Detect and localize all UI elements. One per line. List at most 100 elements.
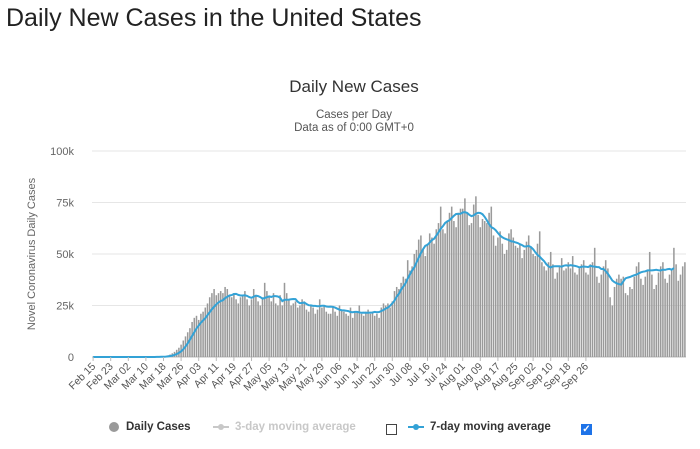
bar [679,274,682,357]
y-tick-label: 50k [56,249,74,261]
y-tick-label: 75k [56,198,74,210]
legend-7day-average-label: 7-day moving average [430,421,551,433]
bar [347,315,350,357]
bar [290,305,292,357]
bar [228,295,231,357]
bar [659,266,662,357]
bar [437,223,440,357]
legend-daily-cases[interactable]: Daily Cases [108,421,191,433]
bar [571,256,574,357]
bar [435,229,438,357]
bar [349,307,352,357]
bar [340,309,343,357]
checkbox-7day-average[interactable]: ✓ [581,424,592,435]
bar [358,305,361,357]
bar [404,278,407,357]
bar [362,315,365,357]
bar [563,270,565,357]
bar [288,299,290,357]
bar [202,311,204,357]
bar [310,305,312,357]
bar [356,311,358,357]
bar [670,270,673,357]
bar [644,276,647,357]
bar [329,313,332,357]
bar [675,264,677,357]
bar [497,237,499,357]
bar [393,291,396,357]
bar [411,266,413,357]
bar [607,268,609,357]
bar [596,276,598,357]
bar [444,233,446,357]
bar [486,223,488,357]
legend-3day-average[interactable]: 3-day moving average [213,421,356,433]
legend-7day-average[interactable]: 7-day moving average [408,421,551,433]
bar [250,299,253,357]
bar [439,206,442,357]
bar [541,262,543,357]
bar [413,254,416,357]
bars [149,196,686,357]
bar [422,249,424,357]
bar [360,313,363,357]
bar [492,235,495,357]
moving-average-line [93,211,675,358]
bar [266,291,268,357]
bar [365,311,367,357]
bar [318,299,321,357]
bar [514,245,517,357]
bar [582,260,585,357]
bar [453,221,455,357]
bar [301,299,303,357]
bar [213,289,215,357]
bar [598,282,600,357]
bar [648,251,651,357]
bar [316,309,319,357]
bar [499,231,501,357]
bar [263,282,266,357]
bar [624,293,627,357]
line-marker-icon [213,424,229,430]
bar [464,198,466,357]
bar [420,235,422,357]
bar [387,303,389,357]
bar [395,286,398,357]
bar [327,313,330,357]
bar [611,305,614,357]
bar [334,311,336,357]
bar [446,221,449,357]
checkbox-3day-average[interactable] [386,424,397,435]
bar [580,264,583,357]
bar [547,262,550,357]
bar [303,301,306,357]
bar [457,212,460,357]
bar [294,301,297,357]
bar [208,297,211,357]
bar [494,245,497,357]
bar [252,289,255,357]
bar [510,229,512,357]
bar [373,315,376,357]
y-tick-label: 25k [56,301,74,313]
bar [332,307,334,357]
bar [343,311,345,357]
bar [211,293,213,357]
bar [558,266,561,357]
bar [503,254,506,357]
chart-subtitle-2: Data as of 0:00 GMT+0 [294,122,414,134]
bar [314,313,317,357]
legend: Daily Cases 3-day moving average 7-day m… [0,421,700,439]
bar [633,276,636,357]
bar [653,289,655,357]
bar [285,293,288,357]
bar [556,272,559,357]
bar [424,256,427,357]
moving-average-7day-line [93,211,675,358]
bar [321,307,323,357]
bar [657,272,660,357]
bar [384,305,387,357]
bar [193,317,196,357]
bar [448,212,451,357]
bar [655,284,658,357]
